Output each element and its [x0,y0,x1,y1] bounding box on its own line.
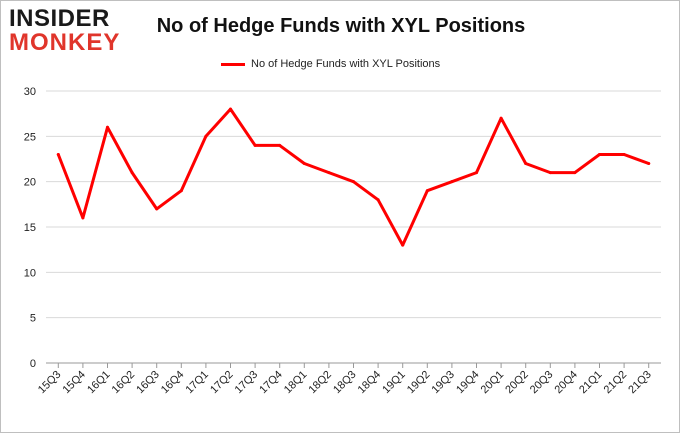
y-tick-label-20: 20 [24,177,36,189]
x-tick-label-15Q4: 15Q4 [60,369,88,397]
data-point-19Q3 [450,180,454,184]
x-tick-label-19Q4: 19Q4 [454,369,482,397]
logo-line2: MONKEY [9,29,121,56]
data-point-20Q3 [548,171,552,175]
data-point-15Q4 [81,216,85,220]
x-tick-label-18Q2: 18Q2 [306,369,334,397]
data-point-19Q1 [401,243,405,247]
x-tick-label-17Q4: 17Q4 [257,369,285,397]
data-point-18Q4 [376,198,380,202]
data-point-19Q4 [475,171,478,175]
data-point-19Q2 [425,189,429,193]
data-point-17Q3 [253,143,257,147]
x-tick-label-20Q3: 20Q3 [528,369,556,397]
legend-swatch [221,62,245,66]
data-point-21Q1 [598,152,601,156]
x-tick-label-17Q2: 17Q2 [208,369,236,397]
data-point-21Q2 [622,152,626,156]
x-tick-label-21Q3: 21Q3 [626,369,654,397]
x-tick-label-20Q1: 20Q1 [479,369,507,397]
y-tick-label-25: 25 [24,131,36,143]
data-point-16Q2 [130,171,134,175]
data-point-18Q1 [302,162,306,166]
y-tick-label-5: 5 [30,313,36,325]
data-point-20Q4 [573,171,577,175]
data-point-15Q3 [56,152,60,156]
x-tick-label-18Q4: 18Q4 [356,369,384,397]
x-tick-label-17Q1: 17Q1 [183,369,211,397]
legend: No of Hedge Funds with XYL Positions [221,56,440,72]
y-tick-label-0: 0 [30,358,36,370]
x-tick-label-18Q1: 18Q1 [282,369,310,397]
data-point-20Q2 [524,162,528,166]
x-tick-label-19Q3: 19Q3 [429,369,457,397]
data-point-16Q3 [155,207,159,211]
x-tick-label-16Q1: 16Q1 [85,369,113,397]
logo-line1: INSIDER [9,5,110,32]
x-tick-label-16Q4: 16Q4 [159,369,187,397]
y-tick-label-15: 15 [24,222,36,234]
y-tick-label-30: 30 [24,86,36,98]
x-tick-label-18Q3: 18Q3 [331,369,359,397]
data-point-20Q1 [499,116,503,120]
data-point-16Q1 [106,125,109,129]
x-tick-label-16Q2: 16Q2 [110,369,138,397]
x-tick-label-19Q1: 19Q1 [380,369,408,397]
x-tick-label-15Q3: 15Q3 [36,369,64,397]
y-tick-label-10: 10 [24,267,36,279]
insider-monkey-logo: INSIDER MONKEY [9,7,131,57]
legend-label: No of Hedge Funds with XYL Positions [251,58,441,70]
series-line-0 [56,107,651,247]
data-point-17Q2 [229,107,232,111]
data-point-17Q4 [278,143,282,147]
x-tick-label-20Q2: 20Q2 [503,369,531,397]
data-point-18Q3 [352,180,355,184]
x-tick-label-21Q2: 21Q2 [602,369,630,397]
x-tick-label-19Q2: 19Q2 [405,369,433,397]
data-point-21Q3 [647,162,651,166]
data-point-16Q4 [179,189,183,193]
x-tick-label-16Q3: 16Q3 [134,369,162,397]
x-tick-label-20Q4: 20Q4 [552,369,580,397]
data-point-17Q1 [204,134,208,138]
data-point-18Q2 [327,171,331,175]
chart-title: No of Hedge Funds with XYL Positions [156,15,526,37]
x-tick-label-17Q3: 17Q3 [233,369,261,397]
x-tick-label-21Q1: 21Q1 [577,369,605,397]
